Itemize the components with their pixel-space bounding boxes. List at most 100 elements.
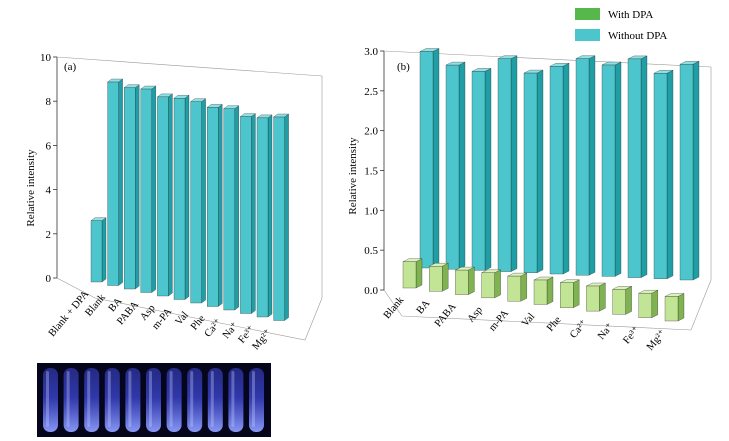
panel-a-bar-7-side — [218, 104, 223, 307]
panel-b-bar-with-0 — [402, 258, 423, 289]
panel-b-bar-without-0 — [419, 48, 440, 269]
panel-b-bar-without-1-side — [458, 61, 466, 270]
panel-b-floor — [383, 279, 712, 331]
panel-b-category-label: m-PA — [487, 308, 511, 334]
panel-b-bar-with-9-side — [651, 289, 658, 318]
panel-a-bar-6-front — [190, 101, 202, 304]
panel-b-bar-with-0-front — [402, 261, 417, 289]
panel-b-bar-without-7-front — [601, 64, 616, 277]
photo-tube-6 — [166, 368, 182, 432]
panel-a-bar-10-side — [267, 114, 273, 318]
panel-b-bar-with-5-front — [533, 279, 548, 305]
panel-a-bar-3 — [140, 85, 157, 293]
panel-a-bar-11 — [273, 113, 290, 321]
panel-b-bar-with-8-front — [612, 289, 626, 315]
panel-a-floor — [56, 277, 323, 341]
panel-a-bar-6-side — [201, 98, 206, 304]
legend-swatch-without-dpa — [575, 29, 600, 41]
panel-b-bar-without-1-front — [445, 64, 460, 270]
panel-b-y-tick-label: 2.5 — [364, 86, 378, 98]
panel-b-bar-without-10-side — [692, 60, 700, 281]
photo-tube-highlight — [252, 371, 255, 427]
panel-b-category-label: PABA — [433, 301, 459, 329]
panel-a-bar-5-side — [184, 94, 190, 300]
panel-b-category-label: Val — [520, 311, 537, 329]
panel-b-bar-with-10 — [664, 293, 685, 322]
panel-b-bar-with-6 — [560, 279, 580, 309]
panel-a-bar-11-side — [284, 113, 289, 321]
panel-a-bars — [90, 78, 290, 321]
panel-b-bar-with-1-front — [429, 266, 443, 292]
panel-a-y-tick-label: 2 — [46, 229, 52, 241]
panel-b-bar-without-0-front — [419, 51, 434, 269]
panel-b-bar-without-5 — [549, 63, 570, 275]
panel-a-chart: 0 2 4 6 8 10 Relative intensity (a) Blank + D… — [25, 52, 323, 352]
panel-a-bar-1-side — [118, 78, 123, 286]
photo-tube-highlight — [231, 371, 235, 427]
panel-a-y-tick-label: 6 — [46, 140, 52, 152]
panel-b-back-wall — [383, 50, 712, 280]
panel-b-category-label: Na⁺ — [596, 321, 616, 342]
photo-tube-3 — [104, 368, 120, 432]
panel-a-bar-8-front — [223, 108, 235, 311]
panel-b-bar-without-9-front — [653, 73, 668, 279]
panel-a-bar-4-front — [157, 96, 169, 297]
panel-b-bar-with-8-side — [625, 286, 632, 315]
photo-tube-7 — [187, 368, 203, 432]
panel-b-bar-with-1 — [429, 262, 449, 292]
panel-a-bar-1-front — [107, 81, 119, 286]
panel-a-y-axis-title: Relative intensity — [25, 149, 37, 227]
panel-a-bar-9-side — [251, 113, 256, 314]
panel-b-bar-with-5-side — [546, 276, 554, 305]
panel-b-bar-without-2-front — [471, 71, 486, 271]
panel-b-bar-with-7-front — [586, 285, 600, 312]
panel-b-y-tick-label: 0.5 — [364, 245, 378, 257]
panel-b-bar-with-6-side — [573, 279, 580, 309]
panel-b-category-label: Fe³⁺ — [621, 325, 642, 347]
panel-b-bar-with-5 — [533, 276, 554, 305]
panel-a-y-ticks: 0 2 4 6 8 10 — [40, 52, 57, 285]
panel-b-label: (b) — [397, 61, 410, 73]
photo-tube-highlight — [107, 371, 111, 427]
legend-label-with-dpa: With DPA — [608, 9, 653, 21]
panel-b-y-tick-label: 3.0 — [364, 46, 378, 58]
panel-b-bar-without-5-side — [562, 63, 570, 275]
panel-b-bar-with-1-side — [442, 262, 449, 292]
panel-b-bar-without-6 — [575, 55, 596, 276]
photo-tube-4 — [125, 368, 141, 432]
photo-tube-8 — [207, 368, 223, 432]
panel-a-y-tick-label: 8 — [46, 96, 52, 108]
panel-b-category-label: Asp — [466, 305, 485, 325]
panel-b-bar-with-8 — [612, 286, 632, 315]
panel-a-y-tick-label: 4 — [46, 185, 52, 197]
panel-a-bar-8 — [223, 105, 240, 311]
photo-tube-9 — [228, 368, 244, 432]
panel-b-category-label: Blank — [382, 294, 407, 321]
photo-tube-highlight — [169, 371, 173, 427]
panel-a-bar-11-front — [273, 116, 285, 321]
photo-tube-5 — [146, 368, 161, 432]
panel-b-bar-without-4 — [523, 69, 544, 274]
fluorescence-photo — [37, 363, 271, 437]
panel-a-bar-5 — [173, 94, 190, 300]
panel-b-category-label: Phe — [545, 314, 564, 333]
panel-a-bar-9-front — [240, 116, 252, 314]
panel-b-bar-with-6-front — [560, 282, 574, 308]
panel-b-bar-with-10-side — [677, 293, 685, 322]
panel-b-bar-without-9-side — [666, 69, 674, 280]
panel-a-bar-0-front — [90, 220, 103, 283]
panel-a-bar-2-side — [135, 84, 140, 290]
photo-tube-highlight — [66, 371, 70, 427]
panel-b-bar-without-8-side — [640, 55, 648, 278]
panel-a-bar-3-side — [151, 85, 156, 293]
panel-b-bar-without-0-side — [432, 48, 440, 269]
panel-b-category-label: Ca²⁺ — [568, 318, 590, 341]
panel-b-bar-without-10 — [679, 60, 700, 281]
legend-label-without-dpa: Without DPA — [608, 30, 667, 42]
panel-b-bar-with-4-front — [507, 275, 521, 302]
panel-a-bar-4-side — [168, 93, 173, 297]
panel-b-bar-without-2-side — [484, 68, 492, 271]
panel-b-bar-without-4-front — [523, 72, 538, 273]
photo-tube-highlight — [190, 371, 194, 427]
